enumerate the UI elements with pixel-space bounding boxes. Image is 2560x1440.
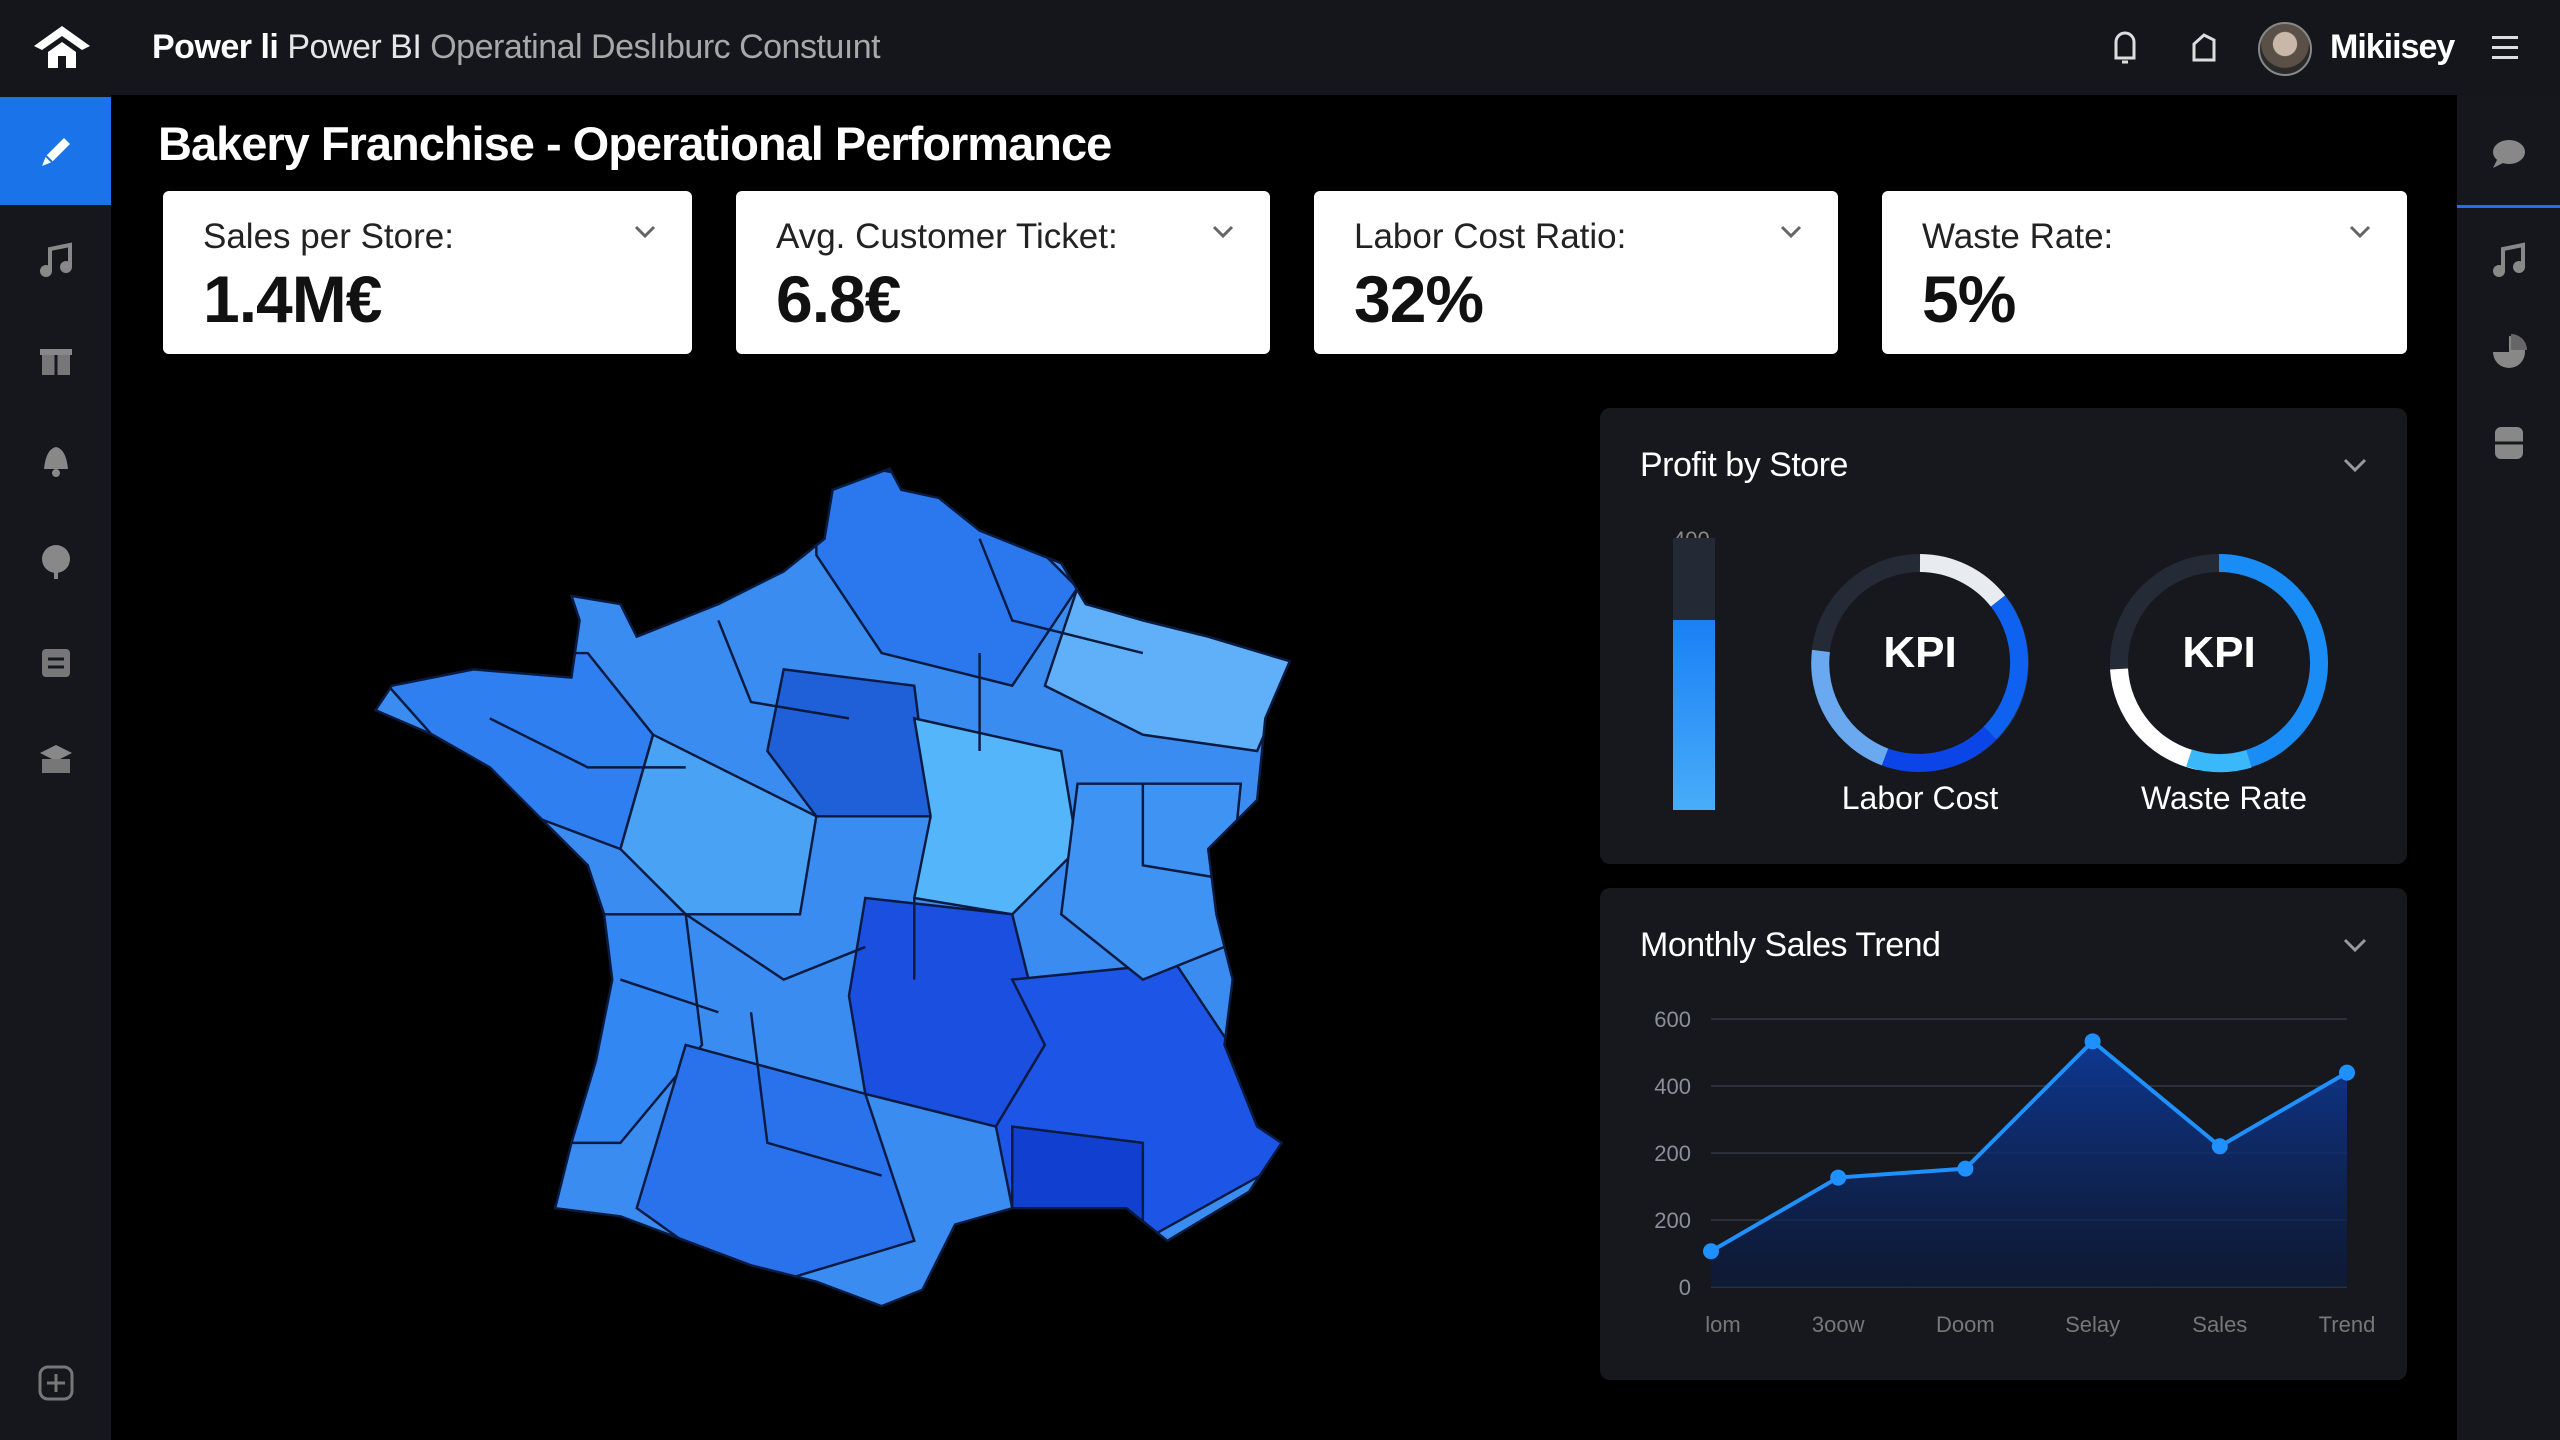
data-point — [2211, 1138, 2228, 1155]
chevron-down-icon[interactable] — [2343, 458, 2367, 472]
y-tick-label: 200 — [1654, 1141, 1691, 1166]
leaf-icon[interactable] — [36, 541, 76, 581]
labor-cost-gauge[interactable] — [1800, 543, 2040, 783]
stack-icon[interactable] — [36, 739, 76, 779]
package-icon[interactable] — [36, 641, 76, 681]
music-icon[interactable] — [36, 241, 76, 281]
pie-icon[interactable] — [2489, 332, 2529, 372]
panel-title: Profit by Store — [1640, 446, 1848, 484]
add-icon[interactable] — [36, 1363, 76, 1403]
app-title-part: Power li — [152, 28, 279, 66]
gauge-center-label: KPI — [1883, 628, 1957, 677]
left-sidebar — [0, 95, 111, 1440]
kpi-value: 1.4M€ — [203, 262, 382, 336]
x-tick-label: Sales — [2192, 1312, 2247, 1337]
map-region[interactable] — [635, 1043, 916, 1292]
database-icon[interactable] — [2489, 423, 2529, 463]
series-line — [1709, 1038, 2349, 1253]
x-tick-label: 3oow — [1812, 1312, 1865, 1337]
area-fill — [1711, 1041, 2347, 1287]
kpi-card-labor[interactable]: Labor Cost Ratio: 32% — [1314, 191, 1838, 354]
chevron-down-icon[interactable] — [2343, 938, 2367, 952]
data-point — [2339, 1064, 2355, 1081]
home-logo-icon[interactable] — [32, 24, 92, 70]
x-tick-label: Doom — [1936, 1312, 1995, 1337]
y-tick-label: 200 — [1654, 1208, 1691, 1233]
kpi-card-sales[interactable]: Sales per Store: 1.4M€ — [163, 191, 692, 354]
kpi-label: Waste Rate: — [1922, 217, 2114, 256]
avatar[interactable] — [2258, 22, 2312, 76]
gauge-label: Waste Rate — [2141, 780, 2307, 816]
hamburger-menu-icon[interactable] — [2492, 36, 2518, 59]
map-region[interactable] — [766, 668, 932, 818]
chevron-down-icon[interactable] — [1780, 225, 1802, 239]
chevron-down-icon[interactable] — [2349, 225, 2371, 239]
chevron-down-icon[interactable] — [634, 225, 656, 239]
chevron-down-icon[interactable] — [1212, 225, 1234, 239]
x-tick-label: Selay — [2065, 1312, 2120, 1337]
monthly-sales-trend-panel: Monthly Sales Trend 600 400 200 200 0 lom 3oow… — [1600, 888, 2407, 1380]
top-bar: Power li Power BI Operatinal Deslıburc C… — [0, 0, 2560, 95]
map-region[interactable] — [1059, 782, 1243, 981]
profit-bar-track — [1673, 538, 1715, 810]
app-title-part: Power BI — [287, 28, 422, 66]
profit-bar-fill — [1673, 619, 1715, 810]
chat-icon[interactable] — [2489, 132, 2529, 172]
notification-icon[interactable] — [2108, 30, 2142, 66]
y-tick-label: 600 — [1654, 1007, 1691, 1032]
kpi-value: 6.8€ — [776, 262, 901, 336]
music-icon[interactable] — [2489, 241, 2529, 281]
chart-title: Monthly Sales Trend — [1640, 926, 1941, 964]
x-tick-label: Trend — [2319, 1312, 2376, 1337]
y-tick-label: 400 — [1654, 1074, 1691, 1099]
waste-rate-gauge[interactable] — [2099, 543, 2339, 783]
data-point — [1957, 1160, 1974, 1177]
username[interactable]: Mikiisey — [2330, 28, 2455, 66]
page-title: Bakery Franchise - Operational Performan… — [158, 117, 1112, 170]
right-sidebar — [2457, 95, 2560, 1440]
map-region[interactable] — [1011, 1125, 1145, 1243]
gift-icon[interactable] — [36, 339, 76, 379]
kpi-card-ticket[interactable]: Avg. Customer Ticket: 6.8€ — [736, 191, 1270, 354]
sales-trend-chart: 600 400 200 200 0 lom 3oow Doom Selay Sales Trend — [1654, 1007, 2376, 1337]
y-tick-label: 0 — [1679, 1275, 1691, 1300]
app-title-part: Operatinal Deslıburc Constuınt — [430, 28, 881, 66]
data-point — [2084, 1033, 2101, 1050]
x-tick-label: lom — [1705, 1312, 1740, 1337]
kpi-value: 5% — [1922, 262, 2016, 336]
kpi-value: 32% — [1354, 262, 1484, 336]
kpi-label: Labor Cost Ratio: — [1354, 217, 1627, 256]
gauge-label: Labor Cost — [1841, 780, 1999, 816]
right-sidebar-active-indicator — [2457, 205, 2560, 208]
profit-by-store-panel: Profit by Store 400 KPI Labor Cost KPI W… — [1600, 408, 2407, 864]
map-region[interactable] — [619, 732, 818, 916]
data-point — [1703, 1243, 1719, 1260]
bell-icon[interactable] — [36, 439, 76, 479]
gauge-center-label: KPI — [2182, 628, 2256, 677]
app-title: Power li Power BI Operatinal Deslıburc C… — [152, 28, 881, 67]
data-point — [1830, 1169, 1847, 1186]
kpi-card-waste[interactable]: Waste Rate: 5% — [1882, 191, 2407, 354]
kpi-label: Avg. Customer Ticket: — [776, 217, 1118, 256]
edit-icon[interactable] — [36, 132, 76, 172]
share-icon[interactable] — [2186, 30, 2220, 66]
kpi-label: Sales per Store: — [203, 217, 454, 256]
